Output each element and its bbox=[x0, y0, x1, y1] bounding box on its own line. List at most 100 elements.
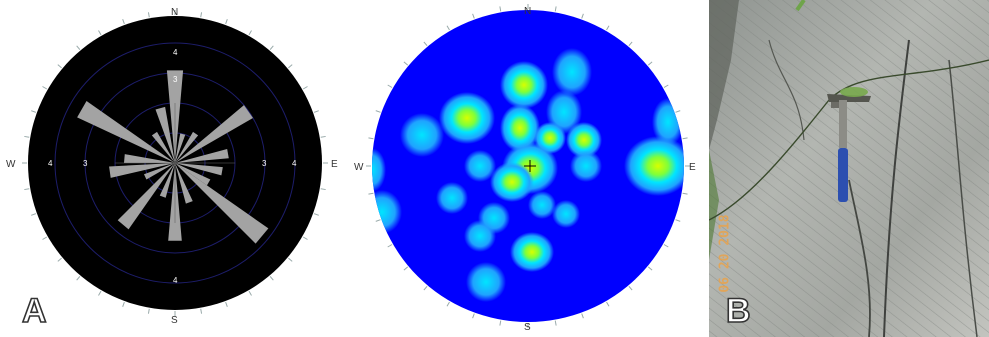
net-tick bbox=[368, 192, 374, 195]
rose-ring-label: 4 bbox=[173, 276, 178, 285]
rose-north-label: N bbox=[171, 7, 178, 18]
rose-petal bbox=[175, 149, 229, 163]
contour-blob bbox=[439, 92, 495, 144]
net-tick bbox=[446, 301, 450, 307]
contour-stereonet-panel: N E S W bbox=[352, 0, 702, 337]
net-tick bbox=[675, 219, 681, 222]
rose-tick bbox=[225, 301, 228, 307]
net-north-label: N bbox=[524, 6, 531, 17]
net-tick bbox=[554, 6, 557, 12]
net-contours bbox=[372, 48, 684, 302]
net-south-label: S bbox=[524, 322, 531, 333]
rose-ring-label: 4 bbox=[292, 159, 297, 168]
rock-fracture bbox=[883, 39, 910, 337]
contour-blob bbox=[552, 48, 592, 96]
rose-petal bbox=[109, 163, 175, 178]
rose-tick bbox=[76, 276, 81, 281]
net-tick bbox=[682, 137, 688, 140]
rose-tick bbox=[200, 12, 203, 18]
rose-tick bbox=[225, 19, 228, 25]
rose-petal bbox=[175, 133, 186, 163]
net-tick bbox=[375, 110, 381, 113]
rose-tick bbox=[76, 45, 81, 50]
rock-shadow bbox=[709, 0, 739, 150]
rose-petal bbox=[124, 154, 175, 163]
net-tick bbox=[628, 41, 633, 47]
rose-tick bbox=[42, 86, 48, 90]
rose-tick bbox=[122, 301, 125, 307]
rose-ring-label: 3 bbox=[173, 75, 178, 84]
rose-tick bbox=[42, 236, 48, 240]
contour-blob bbox=[570, 150, 602, 182]
contour-blob bbox=[464, 220, 496, 252]
net-tick bbox=[647, 266, 653, 271]
rose-diagram-panel: N E S W 4 3 4 3 4 3 4 bbox=[0, 0, 345, 337]
photo-datestamp: 06 20 2018 bbox=[717, 214, 733, 293]
rose-tick bbox=[302, 236, 308, 240]
net-tick bbox=[554, 320, 557, 326]
rose-ring bbox=[54, 42, 296, 284]
net-tick bbox=[368, 137, 374, 140]
rose-petal bbox=[175, 163, 223, 176]
rose-ring-label: 4 bbox=[48, 159, 53, 168]
contour-blob bbox=[490, 162, 534, 202]
rose-tick bbox=[147, 12, 150, 18]
contour-stereonet: N E S W bbox=[354, 4, 696, 333]
rose-petal bbox=[175, 163, 211, 186]
vegetation bbox=[795, 0, 806, 12]
rose-east-label: E bbox=[331, 159, 338, 170]
rose-ring-label: 3 bbox=[83, 159, 88, 168]
contour-blob bbox=[510, 232, 554, 272]
panel-label-a: A bbox=[21, 291, 47, 331]
rose-tick bbox=[57, 257, 62, 262]
net-tick bbox=[647, 61, 653, 66]
contour-blob bbox=[528, 191, 556, 219]
net-tick bbox=[387, 84, 393, 88]
rock-fracture bbox=[948, 59, 978, 337]
panel-label-b: B bbox=[725, 291, 751, 331]
rose-west-label: W bbox=[6, 159, 16, 170]
contour-blob bbox=[464, 150, 496, 182]
net-tick bbox=[499, 6, 502, 12]
rose-tick bbox=[269, 276, 274, 281]
rose-tick bbox=[200, 308, 203, 314]
outcrop-photo bbox=[709, 0, 989, 337]
net-tick bbox=[581, 13, 584, 19]
outcrop-photo-panel bbox=[709, 0, 989, 337]
net-tick bbox=[675, 110, 681, 113]
contour-blob bbox=[466, 262, 506, 302]
contour-blob bbox=[500, 61, 548, 109]
rose-tick bbox=[269, 45, 274, 50]
leaf bbox=[840, 87, 868, 97]
rose-tick bbox=[31, 213, 37, 216]
rose-diagram: N E S W 4 3 4 3 4 3 4 bbox=[6, 7, 338, 326]
rose-tick-marks bbox=[22, 10, 328, 316]
rock-fracture bbox=[848, 179, 871, 337]
contour-blob bbox=[624, 136, 684, 196]
rose-tick bbox=[320, 135, 326, 138]
rose-tick bbox=[31, 110, 37, 113]
net-east-label: E bbox=[689, 162, 696, 173]
rose-petal bbox=[155, 106, 175, 163]
net-tick bbox=[423, 41, 428, 47]
net-tick bbox=[606, 301, 610, 307]
net-west-label: W bbox=[354, 162, 364, 173]
rose-tick bbox=[98, 290, 102, 296]
contour-blob bbox=[400, 113, 444, 157]
net-tick bbox=[628, 285, 633, 291]
contour-blob bbox=[500, 104, 540, 152]
net-tick bbox=[403, 61, 409, 66]
rose-tick bbox=[288, 257, 293, 262]
rose-tick bbox=[313, 213, 319, 216]
contour-blob bbox=[552, 200, 580, 228]
contour-blob bbox=[436, 182, 468, 214]
net-tick bbox=[581, 313, 584, 319]
contour-blob bbox=[566, 122, 602, 158]
rose-petal bbox=[117, 163, 175, 230]
net-tick bbox=[423, 285, 428, 291]
rose-tick bbox=[122, 19, 125, 25]
rock-fracture bbox=[768, 39, 805, 141]
rose-tick bbox=[288, 64, 293, 69]
vegetation bbox=[709, 150, 719, 260]
rose-ring-label: 3 bbox=[262, 159, 267, 168]
